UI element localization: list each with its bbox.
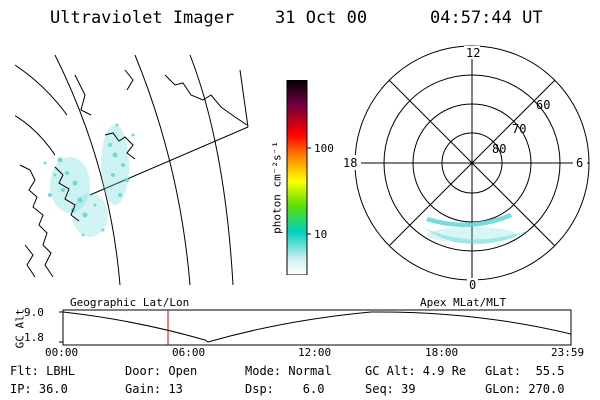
x-tick-2359: 23:59 <box>551 346 585 359</box>
colorbar-unit-label: photon cm⁻²s⁻¹ <box>270 141 284 234</box>
colorbar-tick-10: 10 <box>314 228 327 241</box>
geographic-map <box>15 55 249 285</box>
time-label: 04:57:44 UT <box>430 8 543 28</box>
geo-latlon-title: Geographic Lat/Lon <box>70 296 190 309</box>
x-tick-1800: 18:00 <box>425 346 459 359</box>
glat-info: GLat: 55.5 <box>485 364 565 378</box>
filter-info: Flt: LBHL <box>10 364 76 378</box>
x-tick-0600: 06:00 <box>172 346 206 359</box>
seq-info: Seq: 39 <box>365 382 416 396</box>
alt-tick-1-8: 1.8 <box>24 331 44 344</box>
x-tick-0000: 00:00 <box>45 346 79 359</box>
door-info: Door: Open <box>125 364 198 378</box>
altitude-plot <box>59 309 572 346</box>
glon-info: GLon: 270.0 <box>485 382 565 396</box>
gain-info: Gain: 13 <box>125 382 183 396</box>
ip-info: IP: 36.0 <box>10 382 68 396</box>
lat-label-70: 70 <box>512 122 526 136</box>
alt-tick-9: 9.0 <box>24 306 44 319</box>
app-title: Ultraviolet Imager <box>50 8 235 28</box>
apex-mlat-title: Apex MLat/MLT <box>420 296 507 309</box>
lat-label-80: 80 <box>492 142 506 156</box>
colorbar-tick-100: 100 <box>314 142 334 155</box>
dsp-info: Dsp: 6.0 <box>245 382 325 396</box>
mlt-label-0: 0 <box>469 278 476 292</box>
x-tick-1200: 12:00 <box>298 346 332 359</box>
polar-plot: 12 18 6 0 60 70 80 <box>341 45 590 292</box>
colorbar: 100 10 <box>286 80 334 275</box>
mlt-label-6: 6 <box>576 156 583 170</box>
mode-info: Mode: Normal <box>245 364 332 378</box>
mlt-label-18: 18 <box>343 156 357 170</box>
mlt-label-12: 12 <box>466 46 480 60</box>
gc-alt-info: GC Alt: 4.9 Re <box>365 364 467 378</box>
lat-label-60: 60 <box>536 98 550 112</box>
date-label: 31 Oct 00 <box>275 8 368 28</box>
